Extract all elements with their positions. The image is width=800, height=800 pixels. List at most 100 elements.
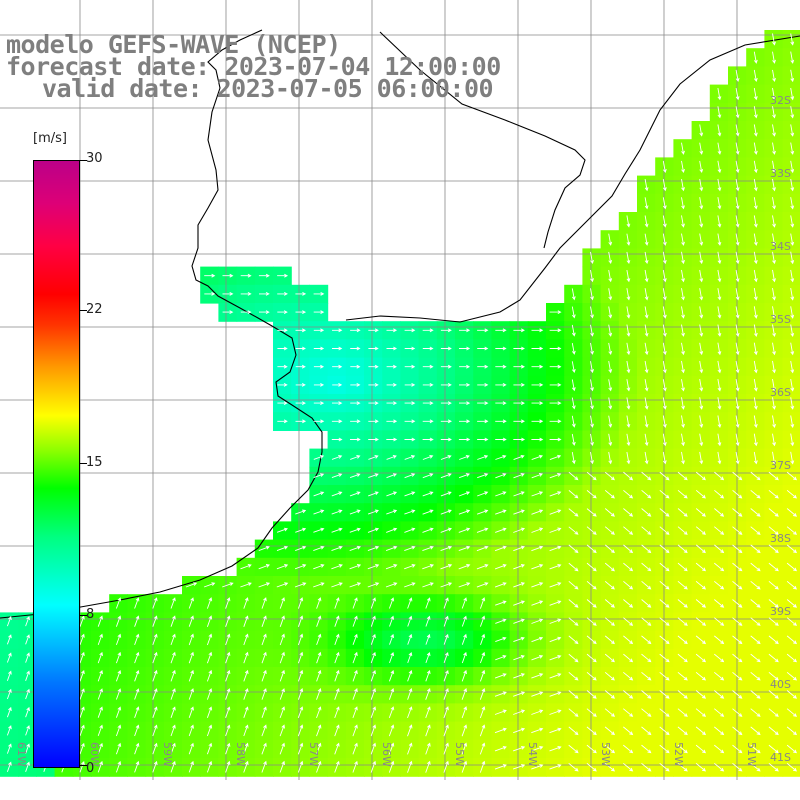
wind-arrow — [735, 451, 740, 465]
wind-arrow — [188, 706, 194, 718]
wind-arrow — [440, 437, 452, 442]
wind-arrow — [459, 419, 471, 424]
wind-arrow — [714, 690, 725, 699]
wind-arrow — [732, 544, 743, 554]
wind-arrow — [753, 269, 758, 283]
wind-arrow — [662, 160, 667, 174]
wind-arrow — [568, 599, 579, 608]
wind-arrow — [477, 491, 489, 497]
wind-arrow — [695, 726, 707, 736]
wind-arrow — [495, 364, 507, 369]
wind-arrow — [25, 688, 30, 700]
wind-arrow — [188, 669, 194, 682]
wind-arrow — [25, 616, 30, 627]
wind-arrow — [258, 273, 270, 278]
wind-arrow — [440, 454, 452, 460]
wind-arrow — [641, 489, 652, 499]
wind-arrow — [531, 673, 544, 679]
wind-arrow — [732, 508, 743, 517]
wind-arrow — [714, 671, 725, 681]
wind-arrow — [513, 563, 525, 570]
wind-arrow — [772, 87, 776, 101]
wind-arrow — [644, 197, 649, 210]
wind-arrow — [170, 688, 176, 700]
wind-arrow — [786, 544, 798, 554]
wind-arrow — [479, 651, 486, 664]
wind-arrow — [790, 51, 795, 64]
wind-arrow — [695, 708, 707, 717]
longitude-label: 57W — [307, 742, 320, 767]
wind-arrow — [735, 233, 740, 246]
wind-arrow — [641, 508, 652, 517]
wind-arrow — [790, 306, 795, 319]
wind-arrow — [549, 563, 562, 570]
wind-arrow — [404, 346, 416, 351]
wind-arrow — [425, 597, 431, 609]
wind-arrow — [188, 651, 194, 664]
wind-arrow — [568, 508, 579, 517]
wind-arrow — [388, 670, 395, 682]
wind-arrow — [349, 473, 361, 479]
wind-arrow — [350, 437, 361, 442]
wind-arrow — [623, 544, 634, 554]
wind-arrow — [6, 688, 12, 700]
longitude-label: 61W — [15, 742, 28, 767]
wind-arrow — [586, 508, 597, 517]
wind-arrow — [443, 670, 449, 682]
wind-arrow — [386, 509, 398, 515]
wind-arrow — [735, 251, 740, 265]
wind-arrow — [750, 671, 761, 681]
wind-arrow — [641, 744, 652, 754]
wind-arrow — [786, 744, 798, 754]
wind-arrow — [644, 269, 649, 283]
wind-arrow — [681, 306, 685, 319]
wind-arrow — [513, 419, 525, 424]
wind-arrow — [386, 419, 398, 424]
wind-arrow — [753, 360, 758, 374]
wind-arrow — [568, 490, 579, 499]
wind-arrow — [677, 690, 688, 699]
wind-arrow — [732, 671, 743, 681]
wind-arrow — [477, 328, 489, 333]
wind-arrow — [295, 527, 307, 533]
wind-arrow — [699, 178, 704, 192]
wind-arrow — [604, 544, 615, 554]
wind-arrow — [476, 509, 489, 515]
wind-arrow — [695, 544, 706, 554]
wind-arrow — [768, 744, 779, 754]
wind-arrow — [681, 342, 685, 356]
wind-arrow — [549, 509, 562, 515]
wind-arrow — [370, 742, 377, 755]
wind-arrow — [440, 564, 453, 570]
wind-arrow — [276, 527, 288, 533]
wind-arrow — [440, 346, 452, 351]
wind-arrow — [513, 509, 525, 515]
wind-arrow — [225, 651, 231, 664]
wind-arrow — [531, 346, 544, 351]
wind-arrow — [662, 215, 667, 228]
wind-arrow — [206, 706, 213, 718]
wind-arrow — [750, 617, 761, 626]
wind-arrow — [549, 745, 562, 752]
wind-arrow — [295, 364, 306, 369]
wind-arrow — [458, 437, 471, 442]
wind-arrow — [699, 251, 704, 265]
wind-arrow — [641, 580, 652, 590]
wind-arrow — [768, 508, 779, 517]
wind-speed-cell — [782, 539, 800, 559]
wind-arrow — [753, 288, 758, 301]
wind-arrow — [388, 742, 395, 755]
wind-arrow — [604, 580, 615, 590]
wind-arrow — [735, 124, 740, 137]
wind-arrow — [240, 273, 252, 278]
wind-arrow — [170, 669, 176, 682]
wind-arrow — [461, 706, 468, 719]
wind-arrow — [459, 328, 471, 333]
wind-arrow — [495, 473, 507, 479]
wind-arrow — [549, 419, 562, 424]
wind-arrow — [790, 433, 795, 447]
wind-arrow — [385, 564, 398, 570]
wind-arrow — [768, 489, 779, 499]
wind-arrow — [531, 655, 544, 661]
wind-arrow — [352, 633, 358, 645]
